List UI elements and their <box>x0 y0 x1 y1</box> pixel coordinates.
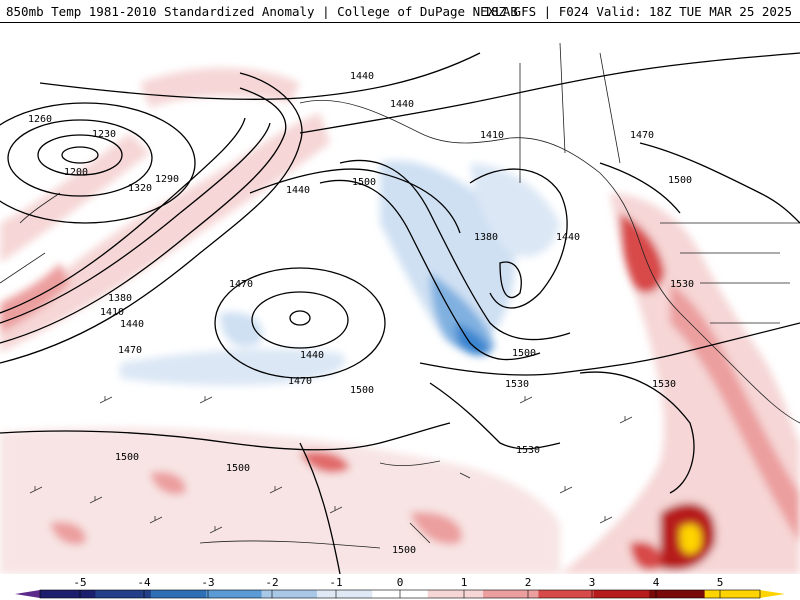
contour-label: 1380 <box>474 232 498 243</box>
colorbar-segment <box>316 590 373 598</box>
contour-labels: 1440 1440 1260 1230 1200 1290 1320 1410 … <box>28 71 694 556</box>
title-bar: 850mb Temp 1981-2010 Standardized Anomal… <box>0 0 800 23</box>
contour-label: 1320 <box>128 183 152 194</box>
contour-label: 1500 <box>668 175 692 186</box>
colorbar-segment <box>538 590 595 598</box>
contour-label: 1290 <box>155 174 179 185</box>
contour-label: 1380 <box>108 293 132 304</box>
map-title: 850mb Temp 1981-2010 Standardized Anomal… <box>6 4 518 19</box>
colorbar-segment <box>593 590 650 598</box>
contour-label: 1500 <box>115 452 139 463</box>
colorbar-svg: -5 -4 -3 -2 -1 0 1 2 3 4 5 <box>15 576 785 599</box>
contour-label: 1470 <box>630 130 654 141</box>
colorbar-tick-label: 2 <box>525 576 532 589</box>
colorbar-tick-label: 4 <box>653 576 660 589</box>
wind-barbs <box>29 396 633 534</box>
contour-label: 1440 <box>556 232 580 243</box>
contour-label: 1440 <box>286 185 310 196</box>
colorbar-tick-label: 3 <box>589 576 596 589</box>
colorbar-segment <box>150 590 207 598</box>
contour-label: 1500 <box>226 463 250 474</box>
contour-label: 1530 <box>670 279 694 290</box>
colorbar-max-triangle <box>760 590 785 598</box>
contour-label: 1200 <box>64 167 88 178</box>
colorbar-tick-label: -1 <box>329 576 342 589</box>
colorbar-segment <box>483 590 539 598</box>
contour-label: 1440 <box>350 71 374 82</box>
contour-label: 1260 <box>28 114 52 125</box>
colorbar-tick-label: 1 <box>461 576 468 589</box>
contour-label: 1500 <box>350 385 374 396</box>
height-contours <box>0 52 800 575</box>
contour-label: 1500 <box>352 177 376 188</box>
contour-label: 1500 <box>512 348 536 359</box>
colorbar-tick-label: 5 <box>717 576 724 589</box>
contour-label: 1470 <box>288 376 312 387</box>
colorbar-segment <box>704 590 761 598</box>
colorbar-segment <box>649 590 706 598</box>
contour-label: 1500 <box>392 545 416 556</box>
colorbar-min-triangle <box>15 590 40 598</box>
coastlines <box>0 42 800 549</box>
contour-label: 1410 <box>100 307 124 318</box>
colorbar-segment <box>95 590 152 598</box>
colorbar-tick-label: 0 <box>397 576 404 589</box>
contour-label: 1530 <box>652 379 676 390</box>
contour-label: 1410 <box>480 130 504 141</box>
contour-label: 1530 <box>516 445 540 456</box>
contour-label: 1440 <box>390 99 414 110</box>
colorbar-legend: -5 -4 -3 -2 -1 0 1 2 3 4 5 <box>0 574 800 600</box>
contour-label: 1530 <box>505 379 529 390</box>
map-svg: 1440 1440 1260 1230 1200 1290 1320 1410 … <box>0 42 800 575</box>
contour-label: 1470 <box>118 345 142 356</box>
colorbar-segment <box>427 590 484 598</box>
colorbar-tick-label: -2 <box>265 576 278 589</box>
model-run-info: 18Z GFS | F024 Valid: 18Z TUE MAR 25 202… <box>483 4 792 19</box>
colorbar-tick-label: -3 <box>201 576 214 589</box>
contour-label: 1470 <box>229 279 253 290</box>
map-panel: 1440 1440 1260 1230 1200 1290 1320 1410 … <box>0 23 800 575</box>
contour-label: 1230 <box>92 129 116 140</box>
colorbar-segment <box>261 590 318 598</box>
contour-label: 1440 <box>120 319 144 330</box>
colorbar-segment <box>206 590 263 598</box>
colorbar-tick-label: -5 <box>73 576 86 589</box>
colorbar-tick-label: -4 <box>137 576 151 589</box>
contour-label: 1440 <box>300 350 324 361</box>
colorbar-segment <box>40 590 96 598</box>
